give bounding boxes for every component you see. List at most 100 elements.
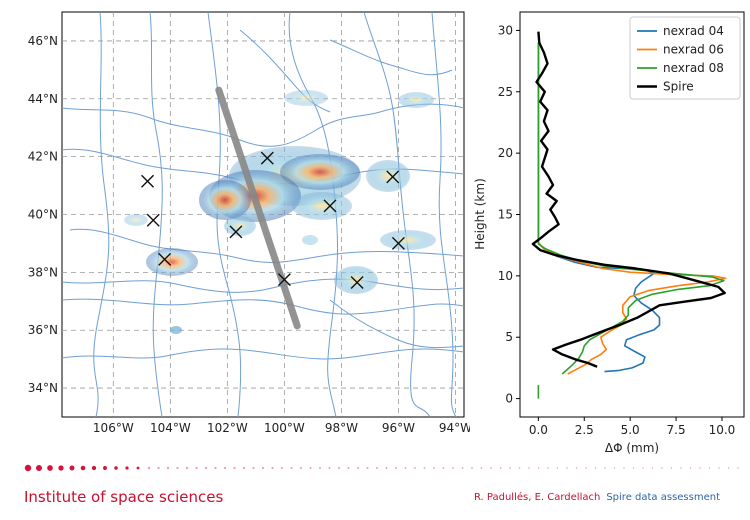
radar-site-marker (158, 252, 172, 266)
occultation-track (215, 86, 301, 330)
y-axis-label: Height (km) (473, 178, 487, 249)
separator-dot (623, 467, 625, 469)
separator-dot (280, 466, 284, 470)
lon-tick-label: 96°W (382, 421, 415, 435)
separator-dot (556, 467, 559, 469)
x-axis-label: ΔΦ (mm) (605, 441, 659, 455)
lat-tick-label: 40°N (28, 208, 58, 222)
separator-dot (328, 466, 331, 470)
separator-dot (718, 467, 720, 469)
separator-dot (299, 466, 303, 470)
separator-dot (157, 466, 160, 470)
separator-dot (347, 467, 350, 469)
separator-dot (176, 466, 179, 470)
separator-dot (47, 465, 53, 471)
separator-dot (604, 467, 606, 469)
separator-dot (252, 466, 255, 470)
x-tick-label: 5.0 (621, 423, 640, 437)
radar-map: 106°W 104°W 102°W 100°W 98°W 96°W 94°W 46°N 44°… (28, 11, 470, 435)
y-tick-label: 5 (505, 330, 513, 344)
separator-dot (185, 466, 189, 470)
separator-dot (376, 467, 378, 469)
separator-dot (214, 466, 217, 470)
separator-dot (471, 467, 473, 469)
separator-dot (670, 467, 673, 469)
y-tick-label: 10 (498, 269, 513, 283)
radar-site-marker (141, 174, 155, 188)
separator-dot (91, 465, 97, 471)
separator-dot (242, 466, 246, 470)
separator-dot (195, 466, 198, 470)
lon-tick-label: 106°W (93, 421, 134, 435)
separator-dot (461, 467, 464, 469)
separator-dot (223, 466, 227, 470)
radar-site-marker (260, 151, 274, 165)
radar-site-marker (229, 225, 243, 239)
radar-reflectivity-echoes (124, 90, 436, 334)
lon-tick-label: 100°W (264, 421, 305, 435)
separator-dot (442, 467, 445, 469)
dotted-separator (24, 464, 739, 472)
separator-dot (125, 466, 129, 470)
separator-dot (80, 465, 86, 471)
x-tick-label: 0.0 (529, 423, 548, 437)
series-line-nexrad-08 (537, 42, 725, 375)
authors: R. Padullés, E. Cardellach (473, 492, 601, 503)
separator-dot (147, 466, 151, 470)
legend-box (629, 16, 741, 100)
separator-dot (385, 467, 388, 469)
separator-dot (69, 465, 75, 471)
separator-dot (414, 467, 416, 469)
separator-dot (585, 467, 587, 469)
separator-dot (309, 466, 312, 470)
series-line-spire (531, 31, 726, 368)
legend: nexrad 04 nexrad 06 nexrad 08 Spire (629, 16, 741, 100)
y-tick-label: 30 (498, 23, 513, 37)
lon-tick-label: 98°W (325, 421, 358, 435)
lat-tick-label: 36°N (28, 323, 58, 337)
separator-dot (233, 466, 236, 470)
separator-dot (480, 467, 483, 469)
separator-dot (433, 467, 435, 469)
separator-dot (699, 467, 701, 469)
legend-label: nexrad 06 (663, 43, 724, 57)
separator-dot (261, 466, 265, 470)
separator-dot (404, 467, 407, 469)
legend-label: nexrad 04 (663, 24, 724, 38)
separator-dot (575, 467, 578, 469)
lon-tick-label: 102°W (207, 421, 248, 435)
radar-site-marker (323, 199, 337, 213)
x-tick-label: 10.0 (709, 423, 736, 437)
brand-label: Spire data assessment (606, 492, 720, 503)
institute-name: Institute of space sciences (24, 488, 224, 506)
radar-site-marker (391, 236, 405, 250)
separator-dot (136, 466, 140, 470)
separator-dot (566, 467, 568, 469)
separator-dot (103, 466, 107, 470)
radar-site-marker (277, 273, 291, 287)
separator-dot (338, 467, 340, 469)
radar-site-marker (146, 213, 160, 227)
separator-dot (708, 467, 711, 469)
separator-dot (642, 467, 644, 469)
separator-dot (594, 467, 597, 469)
separator-dot (547, 467, 549, 469)
lat-tick-label: 34°N (28, 381, 58, 395)
separator-dot (499, 467, 502, 469)
separator-dot (58, 465, 64, 471)
separator-dot (528, 467, 530, 469)
separator-dot (689, 467, 692, 469)
y-tick-label: 25 (498, 85, 513, 99)
separator-dot (423, 467, 426, 469)
separator-dot (114, 466, 118, 470)
separator-dot (395, 467, 397, 469)
lon-tick-label: 94°W (439, 421, 470, 435)
separator-dot (632, 467, 635, 469)
separator-dot (518, 467, 521, 469)
separator-dot (357, 467, 359, 469)
radar-site-marker (386, 170, 400, 184)
y-tick-label: 20 (498, 146, 513, 160)
legend-label: nexrad 08 (663, 61, 724, 75)
legend-label: Spire (663, 80, 694, 94)
separator-dot (204, 466, 208, 470)
